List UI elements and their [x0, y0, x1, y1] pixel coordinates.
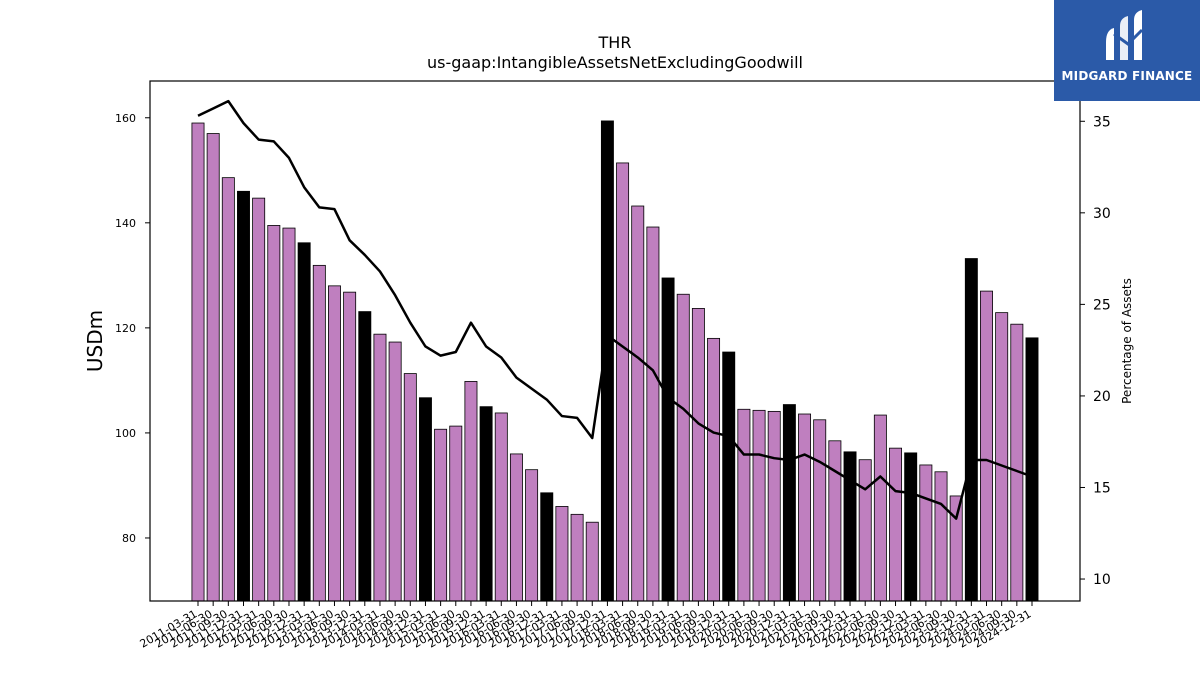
bar: [919, 464, 933, 602]
bar: [464, 381, 478, 602]
bar: [221, 177, 235, 602]
bar: [540, 492, 554, 602]
y-axis-label: USDm: [83, 310, 107, 372]
bar: [722, 351, 736, 602]
y-tick-label: 80: [122, 532, 136, 545]
bar: [828, 440, 842, 602]
bar: [267, 225, 281, 602]
brand-logo: MIDGARD FINANCE: [1054, 0, 1200, 101]
y2-axis: 10 15 20 25 30 35: [1080, 114, 1111, 588]
y2-tick-label: 20: [1093, 389, 1111, 405]
plot-frame: [149, 80, 1081, 602]
y-tick-label: 140: [115, 217, 136, 230]
bar: [904, 452, 918, 602]
bar: [525, 469, 539, 602]
bar: [388, 341, 402, 602]
y-axis: 80 100 120 140 160: [115, 112, 150, 545]
bar: [312, 264, 326, 602]
bar: [449, 425, 463, 602]
bar: [206, 133, 220, 602]
line-group: [197, 99, 1033, 520]
y2-tick-label: 25: [1093, 297, 1111, 313]
bar: [555, 506, 569, 602]
chart-subtitle: us-gaap:IntangibleAssetsNetExcludingGood…: [427, 53, 803, 72]
bar: [889, 447, 902, 602]
bar: [297, 242, 311, 602]
bar: [585, 521, 599, 602]
logo-mark-icon: [1106, 10, 1144, 60]
bar: [813, 419, 827, 602]
bar: [403, 373, 417, 602]
bars-group: [191, 120, 1039, 602]
bar: [418, 397, 432, 602]
bar: [980, 290, 993, 602]
bar: [282, 227, 296, 602]
y2-tick-label: 30: [1093, 206, 1111, 222]
bar: [676, 293, 690, 602]
bar: [358, 311, 372, 602]
logo-text: MIDGARD FINANCE: [1061, 69, 1193, 83]
series-line: [197, 99, 1033, 520]
bar: [191, 122, 205, 602]
bar: [343, 291, 357, 602]
chart-title: THR: [598, 33, 632, 52]
x-axis: 2011-03-312011-06-302011-09-302011-12-31…: [138, 601, 1034, 651]
y2-tick-label: 15: [1093, 480, 1111, 496]
y2-axis-label: Percentage of Assets: [1120, 278, 1134, 404]
bar: [798, 413, 812, 602]
bar: [707, 337, 721, 602]
bar: [434, 428, 448, 602]
y-tick-label: 160: [115, 112, 136, 125]
bar: [646, 226, 660, 602]
bar: [570, 513, 584, 602]
bar: [843, 451, 857, 602]
bar: [237, 190, 250, 602]
bar: [782, 404, 796, 602]
bar: [691, 308, 705, 602]
bar: [328, 285, 341, 602]
y-tick-label: 100: [115, 427, 136, 440]
bar: [949, 495, 963, 602]
bar: [767, 410, 781, 602]
bar: [661, 277, 675, 602]
bar: [373, 333, 387, 602]
y2-tick-label: 35: [1093, 114, 1111, 130]
bar: [873, 414, 887, 602]
bar: [494, 412, 508, 602]
bar: [509, 453, 523, 602]
y-tick-label: 120: [115, 322, 136, 335]
y2-tick-label: 10: [1093, 572, 1111, 588]
bar: [995, 312, 1009, 602]
bar: [964, 258, 978, 602]
bar: [479, 406, 493, 602]
bar: [616, 162, 630, 602]
bar: [631, 205, 645, 602]
bar: [752, 409, 766, 602]
bar: [737, 408, 751, 602]
bar: [252, 197, 266, 602]
bar: [858, 459, 872, 602]
bar: [934, 471, 948, 602]
bar: [1010, 323, 1024, 602]
bar: [1025, 337, 1039, 602]
